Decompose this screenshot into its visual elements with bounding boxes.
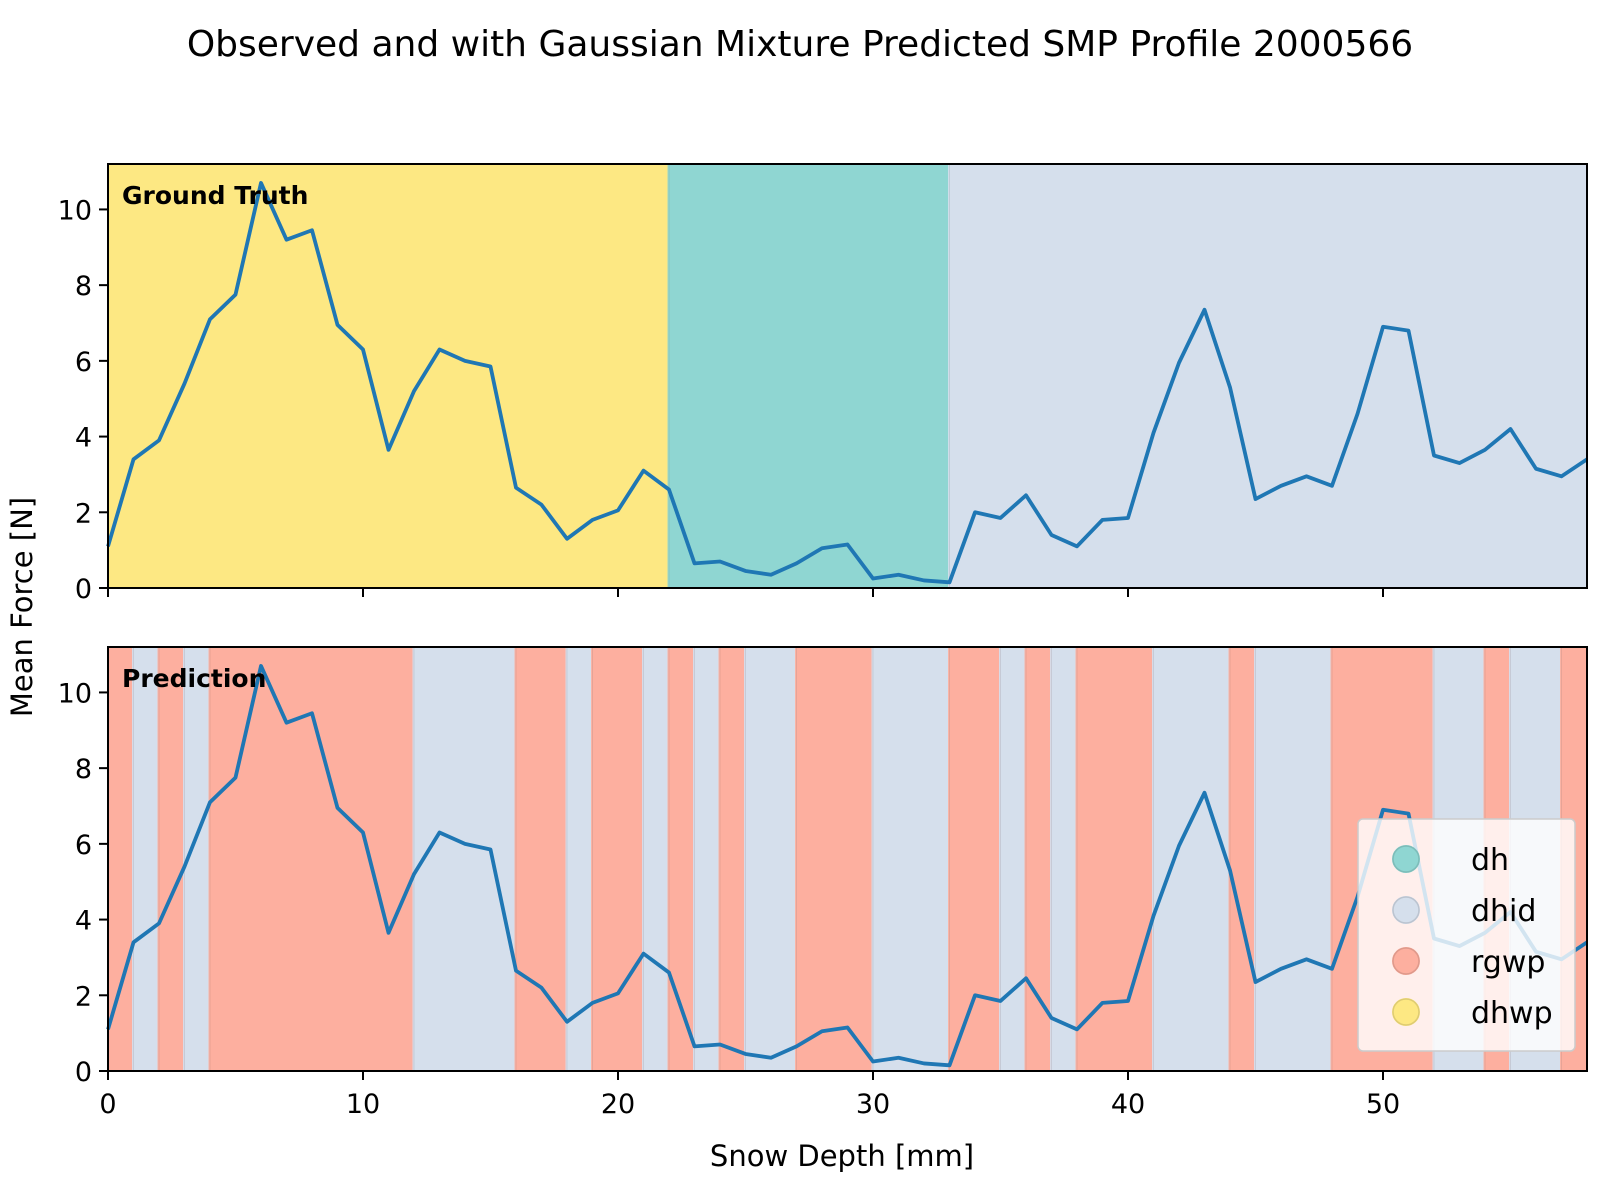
chart-title: Observed and with Gaussian Mixture Predi… xyxy=(187,24,1413,65)
y-tick-label: 6 xyxy=(75,347,92,378)
series-line xyxy=(106,664,1589,1068)
x-tick-label: 40 xyxy=(1111,1089,1145,1120)
legend-box xyxy=(1357,818,1576,1052)
axes-frame xyxy=(107,646,1588,1072)
x-tick-label: 10 xyxy=(346,1089,380,1120)
legend-marker-ring xyxy=(1392,947,1420,975)
y-tick-label: 0 xyxy=(75,1057,92,1088)
legend-item-dhid: dhid xyxy=(1392,894,1536,929)
segment-dhid xyxy=(873,647,950,1071)
legend-item-rgwp: rgwp xyxy=(1392,945,1545,980)
segment-rgwp xyxy=(669,647,695,1071)
y-tick-label: 10 xyxy=(58,195,92,226)
legend-marker-ring xyxy=(1392,896,1420,924)
segment-dhid xyxy=(949,164,1587,588)
segment-rgwp xyxy=(1026,647,1052,1071)
x-tick-label: 50 xyxy=(1366,1089,1400,1120)
series-line xyxy=(106,181,1589,585)
segment-dhid xyxy=(567,647,593,1071)
x-tick-label: 0 xyxy=(99,1089,116,1120)
legend-label: rgwp xyxy=(1471,945,1545,980)
segment-rgwp xyxy=(720,647,746,1071)
axes-frame xyxy=(107,163,1588,589)
legend-marker xyxy=(1392,845,1420,873)
segment-dhid xyxy=(745,647,797,1071)
legend-label: dhid xyxy=(1471,894,1536,929)
y-tick-label: 0 xyxy=(75,574,92,605)
legend-item-dhwp: dhwp xyxy=(1392,996,1553,1031)
x-tick-label: 30 xyxy=(856,1089,890,1120)
segment-rgwp xyxy=(159,647,185,1071)
y-tick-label: 2 xyxy=(75,981,92,1012)
legend-marker-ring xyxy=(1392,998,1420,1026)
legend-label: dhwp xyxy=(1471,996,1553,1031)
segment-dhwp xyxy=(108,164,669,588)
segment-dhid xyxy=(1051,647,1077,1071)
legend-label: dh xyxy=(1471,843,1509,878)
segment-rgwp xyxy=(796,647,873,1071)
legend-marker xyxy=(1392,998,1420,1026)
y-tick-label: 2 xyxy=(75,498,92,529)
segment-rgwp xyxy=(592,647,644,1071)
segment-rgwp xyxy=(210,647,414,1071)
segment-rgwp xyxy=(1230,647,1256,1071)
segment-dhid xyxy=(1153,647,1230,1071)
segment-dh xyxy=(669,164,950,588)
legend-marker xyxy=(1392,947,1420,975)
legend-marker xyxy=(1392,896,1420,924)
y-axis-label: Mean Force [N] xyxy=(5,497,39,717)
segment-rgwp xyxy=(108,647,134,1071)
segment-rgwp xyxy=(949,647,1001,1071)
segment-dhid xyxy=(1000,647,1026,1071)
y-tick-label: 4 xyxy=(75,423,92,454)
legend-item-dh: dh xyxy=(1392,843,1509,878)
y-tick-label: 8 xyxy=(75,271,92,302)
y-tick-label: 6 xyxy=(75,830,92,861)
y-tick-label: 10 xyxy=(58,678,92,709)
segment-rgwp xyxy=(1077,647,1154,1071)
segment-rgwp xyxy=(516,647,567,1071)
segment-dhid xyxy=(694,647,720,1071)
segment-dhid xyxy=(1255,647,1332,1071)
x-tick-label: 20 xyxy=(601,1089,635,1120)
x-axis-label: Snow Depth [mm] xyxy=(710,1139,974,1173)
y-tick-label: 8 xyxy=(75,754,92,785)
panel-ground-truth: 0 2 4 6 8 10 Ground Truth xyxy=(58,163,1589,605)
segment-dhid xyxy=(133,647,159,1071)
panel-label: Prediction xyxy=(122,664,266,693)
segment-dhid xyxy=(414,647,516,1071)
panel-label: Ground Truth xyxy=(122,181,308,210)
y-tick-label: 4 xyxy=(75,906,92,937)
segment-dhid xyxy=(643,647,669,1071)
legend: dh dhid rgwp dhwp xyxy=(1357,818,1576,1052)
legend-marker-ring xyxy=(1392,845,1420,873)
